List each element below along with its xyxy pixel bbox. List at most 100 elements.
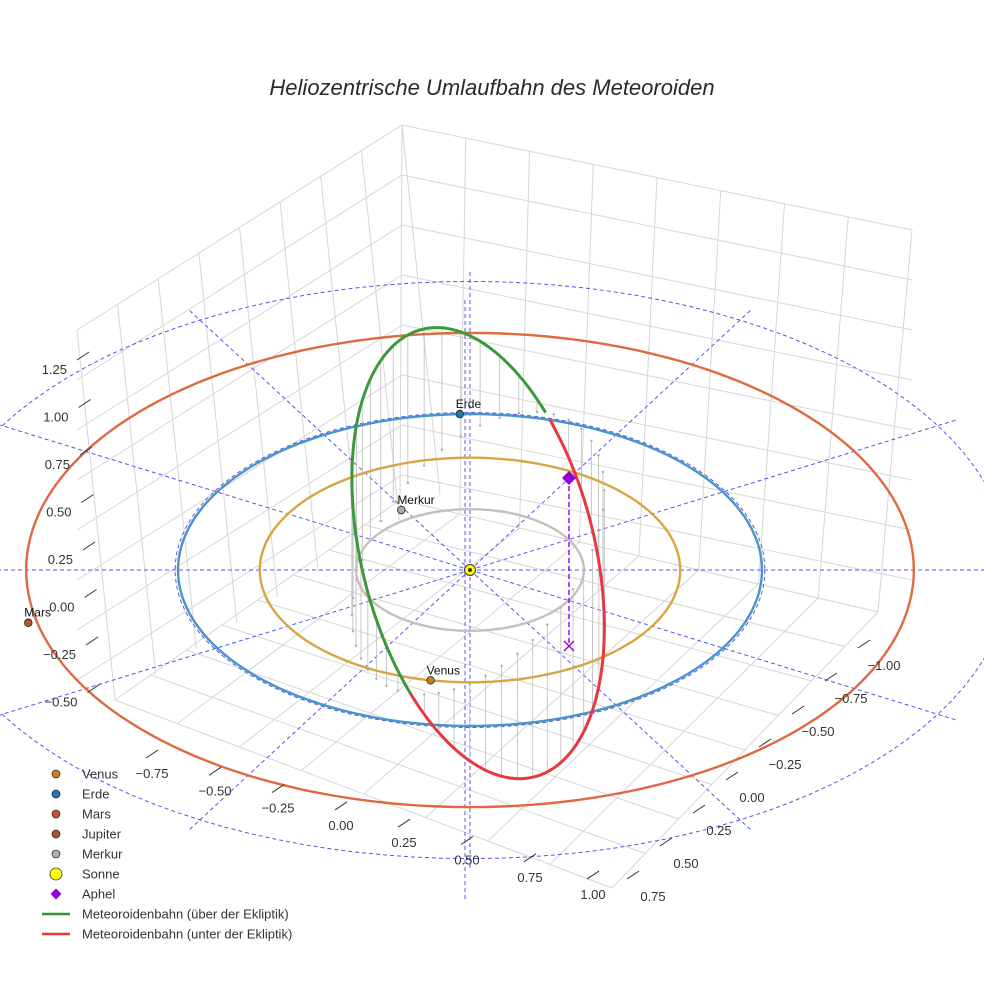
grid-line [817, 216, 849, 599]
drop-point [478, 424, 482, 427]
z-axis-tick [85, 636, 99, 646]
x-axis-tick [523, 853, 537, 863]
grid-walls [76, 124, 913, 889]
y-axis-tick [791, 705, 805, 715]
z-axis-tick [76, 351, 90, 361]
drop-point [590, 439, 593, 443]
z-axis-label: 0.50 [46, 505, 71, 520]
drop-point [591, 548, 594, 552]
grid-line [399, 124, 403, 501]
grid-line [549, 597, 819, 865]
y-axis-label: 0.75 [640, 889, 665, 904]
x-axis-label: 0.25 [391, 835, 416, 850]
grid-line [519, 151, 530, 529]
x-axis-label: 0.00 [328, 818, 353, 833]
legend-swatch [50, 888, 62, 900]
grid-line [638, 177, 658, 557]
drop-point [597, 454, 600, 457]
legend-swatch [51, 829, 61, 839]
grid-line [459, 138, 467, 515]
grid-line [328, 549, 812, 682]
y-axis-tick [692, 804, 706, 814]
drop-point [351, 630, 355, 633]
legend-label: Meteoroidenbahn (über der Ekliptik) [82, 907, 289, 922]
legend-label: Erde [82, 787, 109, 802]
orbit-merkur [354, 508, 586, 632]
grid-line [239, 227, 278, 598]
legend-label: Sonne [82, 867, 120, 882]
y-axis-tick [725, 771, 739, 781]
meteoroid-above [350, 326, 547, 695]
grid-line [76, 124, 403, 331]
drop-point [354, 644, 358, 647]
drop-point [406, 481, 410, 485]
grid-line [401, 224, 913, 331]
reference-spoke [189, 310, 471, 571]
drop-point [535, 410, 539, 414]
drop-point [603, 489, 606, 492]
y-axis-label: 0.25 [706, 823, 731, 838]
x-axis-tick [208, 766, 222, 776]
grid-line [76, 474, 403, 681]
reference-spoke [0, 424, 471, 571]
drop-point [517, 411, 521, 415]
reference-spoke [469, 569, 751, 830]
legend-item: Venus [51, 767, 119, 782]
chart-title: Heliozentrische Umlaufbahn des Meteoroid… [269, 75, 714, 100]
x-axis-tick [334, 801, 348, 811]
grid-line [401, 474, 913, 581]
y-axis-tick [857, 639, 871, 649]
orbit-erde [176, 412, 764, 728]
planet-label: Merkur [397, 493, 434, 507]
reference-ellipse [174, 411, 766, 729]
legend-label: Merkur [82, 847, 123, 862]
legend-item: Aphel [50, 887, 115, 902]
planet-label: Venus [427, 663, 460, 677]
grid-line [401, 374, 913, 481]
y-axis-label: −0.25 [769, 757, 802, 772]
grid-line [401, 124, 441, 496]
z-axis-label: −0.50 [45, 695, 78, 710]
x-axis-label: 0.75 [517, 870, 542, 885]
grid-line [401, 174, 913, 281]
z-axis-tick [87, 684, 100, 693]
drop-point [422, 464, 426, 467]
drop-lines [350, 327, 606, 779]
legend-swatch [51, 809, 61, 819]
meteoroid-orbit [350, 326, 606, 781]
legend-item: Jupiter [51, 827, 122, 842]
y-axis-tick [824, 672, 838, 682]
x-axis-label: −0.75 [136, 766, 169, 781]
y-axis-tick [758, 738, 772, 748]
planet-mars [24, 618, 33, 627]
drop-point [375, 677, 378, 680]
x-axis-tick [145, 749, 159, 759]
drop-point [423, 693, 426, 696]
planet-venus [426, 676, 435, 685]
drop-point [516, 652, 519, 656]
z-axis-label: 1.25 [42, 362, 67, 377]
grid-line [76, 224, 403, 431]
planet-label: Erde [456, 397, 482, 411]
z-axis-label: 0.25 [48, 552, 73, 567]
drop-point [567, 418, 570, 422]
legend-swatch [51, 849, 61, 859]
y-axis-tick [659, 837, 673, 847]
grid-line [76, 324, 403, 531]
grid-line [279, 201, 319, 572]
x-axis-tick [271, 784, 285, 794]
legend-item: Sonne [49, 867, 120, 882]
legend-label: Venus [82, 767, 119, 782]
grid-line [401, 324, 913, 431]
legend-swatch [49, 867, 63, 881]
sun-core [468, 568, 472, 572]
drop-point [392, 500, 395, 503]
legend: Venus Erde Mars Jupiter Merkur Sonne Aphel Mete… [42, 767, 292, 942]
legend-swatch [51, 789, 61, 799]
reference-spoke [469, 569, 956, 721]
grid-line [76, 424, 403, 631]
legend-label: Meteoroidenbahn (unter der Ekliptik) [82, 927, 292, 942]
drop-point [531, 638, 534, 642]
axis-ticks: 1.25 1.00 0.75 0.50 0.25 0.00 −0.25 −0.50 −0.75 −… [42, 351, 900, 904]
